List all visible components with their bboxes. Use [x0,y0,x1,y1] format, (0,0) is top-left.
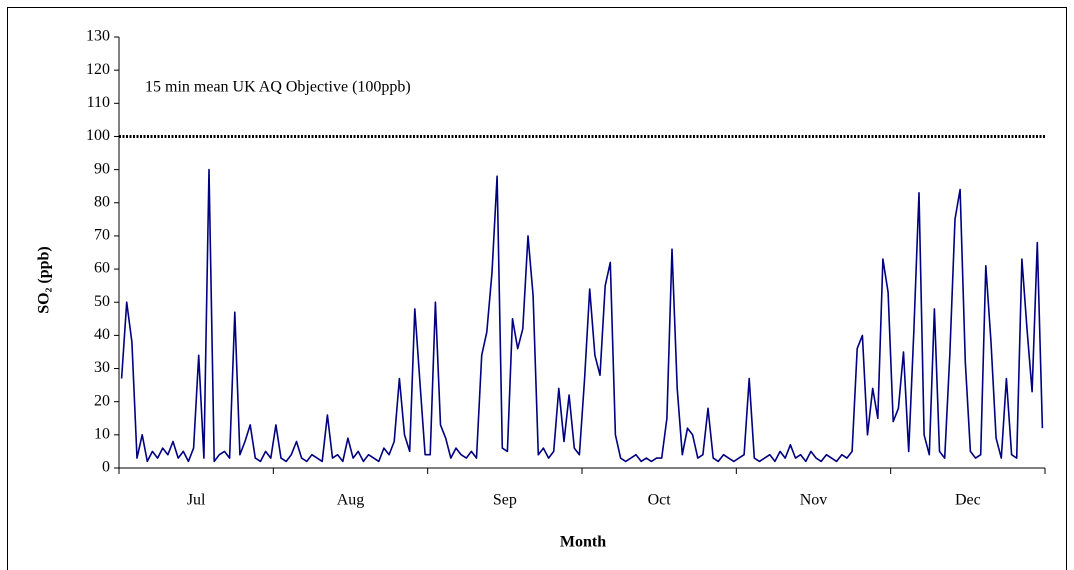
y-tick-label: 110 [87,94,110,111]
y-tick-label: 0 [102,459,110,476]
y-tick-label: 70 [94,227,110,244]
chart-border [7,7,1067,570]
y-tick-label: 50 [94,293,110,310]
y-tick-label: 130 [86,28,110,45]
y-tick-label: 80 [94,193,110,210]
annotation: 15 min mean UK AQ Objective (100ppb) [145,79,411,96]
x-tick-label: Oct [648,492,672,509]
x-axis-label: Month [560,534,606,551]
y-tick-label: 10 [94,426,110,443]
y-tick-label: 60 [94,260,110,277]
data-line [120,168,1044,463]
x-tick-label: Sep [493,492,517,509]
y-tick-label: 100 [86,127,110,144]
x-tick-label: Jul [187,492,206,509]
y-tick-label: 40 [94,326,110,343]
y-tick-label: 30 [94,359,110,376]
x-tick-label: Dec [955,492,981,509]
y-tick-label: 90 [94,160,110,177]
x-tick-label: Aug [337,492,365,509]
y-axis-label: SO₂ (ppb) [36,246,53,314]
y-tick-label: 120 [86,61,110,78]
y-tick-label: 20 [94,392,110,409]
x-tick-label: Nov [800,492,828,509]
